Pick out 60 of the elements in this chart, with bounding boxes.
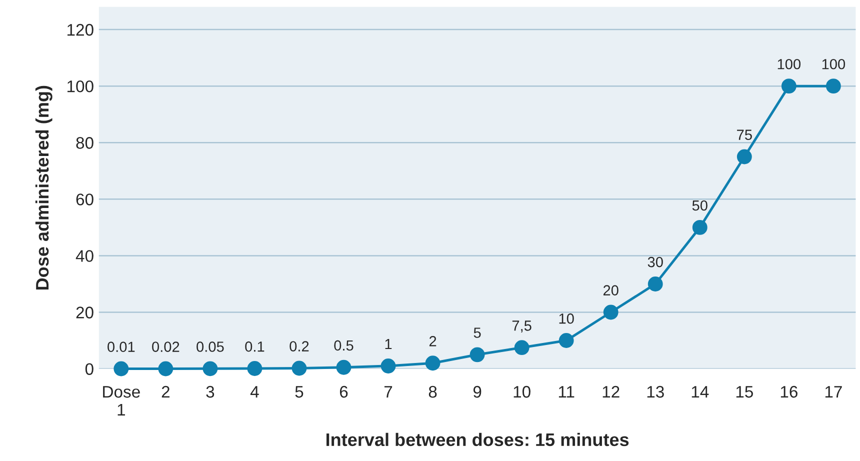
data-label: 75 [737, 130, 752, 140]
point [826, 78, 841, 94]
data-label: 50 [692, 200, 708, 211]
x-tick-label: 2 [162, 386, 170, 398]
y-tick-label: 0 [85, 363, 94, 376]
data-label: 30 [648, 256, 663, 268]
point [202, 361, 218, 376]
x-tick-label: 6 [340, 386, 348, 398]
data-label: 1 [385, 339, 392, 350]
data-label: 0.02 [152, 342, 180, 352]
x-tick-label: 11 [558, 386, 574, 398]
point [158, 361, 174, 376]
point [470, 347, 485, 362]
data-label: 0.05 [196, 342, 224, 352]
data-label: 0.1 [245, 341, 264, 352]
y-axis-title: Dose administered (mg) [35, 86, 52, 290]
data-label: 100 [778, 58, 801, 70]
point [781, 78, 796, 94]
x-tick-label: 14 [692, 386, 709, 398]
y-tick-label: 40 [76, 250, 94, 262]
x-tick-label: 8 [428, 386, 437, 398]
point [692, 220, 708, 235]
point [425, 356, 440, 371]
y-tick-label: 60 [76, 194, 94, 206]
y-tick-label: 120 [68, 24, 94, 36]
data-label: 0.5 [334, 340, 354, 351]
point [603, 304, 618, 320]
data-label: 5 [474, 328, 481, 338]
point [292, 360, 307, 376]
x-tick-label: 15 [736, 386, 753, 398]
x-tick-label: 10 [514, 386, 530, 398]
data-label: 2 [429, 336, 436, 346]
x-tick-label: 5 [295, 386, 304, 398]
data-label: 20 [603, 285, 618, 296]
data-label: 100 [822, 58, 846, 70]
point [648, 276, 663, 292]
x-axis-title: Interval between doses: 15 minutes [326, 432, 629, 446]
y-tick-label: 20 [76, 306, 94, 318]
x-tick-label: 12 [602, 386, 620, 398]
x-tick-label: 7 [384, 386, 392, 398]
point [514, 340, 530, 356]
x-tick-label: Dose 1 [103, 386, 140, 416]
x-tick-label: 16 [780, 386, 798, 398]
point [736, 149, 752, 164]
y-tick-label: 80 [76, 137, 94, 149]
point [114, 361, 129, 376]
x-tick-label: 17 [825, 386, 842, 398]
data-label: 0.2 [290, 341, 309, 352]
data-label: 0.01 [108, 342, 135, 352]
point [558, 333, 574, 348]
data-label: 7,5 [512, 320, 532, 333]
point [336, 360, 352, 375]
point [380, 358, 396, 374]
point [247, 361, 262, 376]
x-tick-label: 13 [647, 386, 664, 398]
y-tick-label: 100 [68, 80, 94, 92]
x-tick-label: 9 [473, 386, 482, 398]
x-tick-label: 3 [206, 386, 214, 398]
data-label: 10 [559, 313, 574, 324]
x-tick-label: 4 [250, 386, 259, 398]
